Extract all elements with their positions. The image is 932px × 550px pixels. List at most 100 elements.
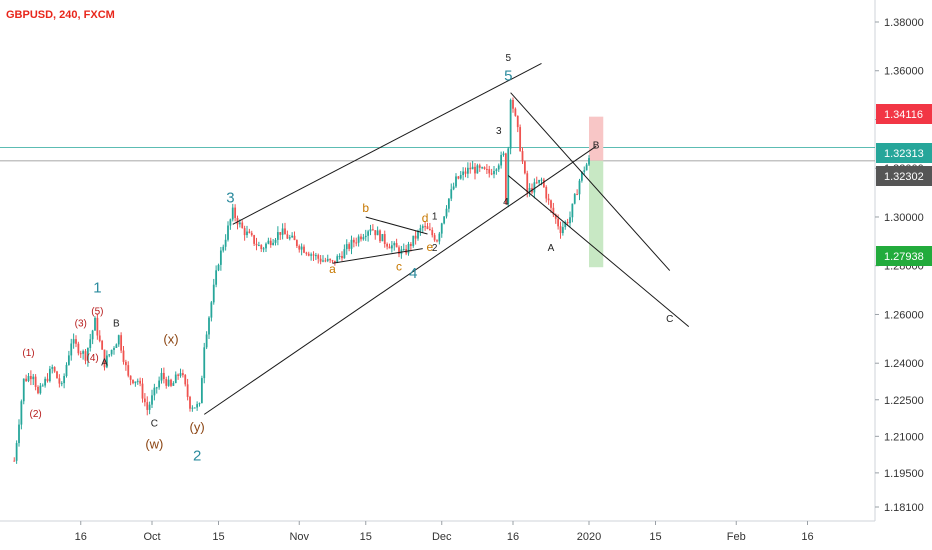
- candle-body: [478, 165, 481, 168]
- candle-body: [205, 334, 208, 348]
- candle-body: [426, 226, 429, 229]
- candle-body: [246, 231, 248, 236]
- wave-label: 1: [93, 280, 101, 297]
- candle-body: [134, 381, 137, 384]
- candle-body: [34, 376, 37, 387]
- candle-body: [72, 339, 75, 344]
- candle-body: [433, 235, 436, 241]
- candle-body: [561, 227, 564, 234]
- candle-body: [105, 355, 108, 368]
- candle-body: [267, 240, 270, 244]
- candle-body: [421, 226, 424, 229]
- candle-body: [186, 384, 189, 397]
- candle-body: [281, 228, 284, 235]
- wave-label: (5): [91, 306, 103, 317]
- candle-body: [490, 173, 493, 175]
- candle-body: [174, 374, 177, 384]
- candle-body: [253, 235, 256, 244]
- candle-body: [60, 383, 63, 385]
- candle-body: [545, 187, 548, 199]
- candle-body: [37, 386, 39, 394]
- price-tag-label: 1.34116: [884, 109, 923, 121]
- wave-label: (4): [87, 353, 99, 364]
- candle-body: [455, 176, 457, 187]
- wave-label: C: [666, 314, 673, 325]
- candle-body: [274, 239, 277, 243]
- candle-body: [129, 375, 132, 380]
- wave-label: d: [422, 211, 429, 225]
- candle-body: [300, 246, 303, 250]
- candle-body: [583, 170, 586, 172]
- candle-body: [564, 221, 567, 228]
- candle-body: [236, 217, 239, 225]
- price-tag: [876, 166, 932, 186]
- candle-body: [381, 234, 384, 242]
- candle-body: [379, 230, 381, 242]
- candle-body: [227, 225, 229, 240]
- price-tick-label: 1.22500: [884, 395, 924, 407]
- candle-body: [466, 167, 469, 174]
- time-tick-label: 16: [75, 531, 87, 543]
- candle-body: [550, 200, 552, 208]
- candle-body: [198, 403, 201, 405]
- candle-body: [58, 378, 61, 384]
- candle-body: [569, 217, 571, 224]
- candle-body: [322, 260, 324, 262]
- candle-body: [436, 240, 438, 242]
- candle-body: [243, 228, 246, 236]
- candle-body: [276, 232, 279, 240]
- price-tick-label: 1.19500: [884, 468, 924, 480]
- chart-title: GBPUSD, 240, FXCM: [6, 9, 115, 21]
- candle-body: [27, 376, 30, 382]
- candle-body: [115, 344, 118, 348]
- stop-loss-zone: [589, 116, 604, 161]
- candle-body: [514, 108, 517, 116]
- candle-body: [189, 396, 191, 409]
- time-tick-label: Oct: [143, 531, 160, 543]
- candle-body: [502, 153, 505, 155]
- candle-body: [493, 170, 495, 175]
- candle-body: [120, 335, 123, 351]
- candle-body: [345, 244, 348, 250]
- candle-body: [110, 349, 113, 355]
- wave-label: 2: [432, 243, 438, 254]
- candle-body: [471, 166, 474, 170]
- candle-body: [343, 249, 346, 259]
- candle-body: [331, 260, 334, 262]
- candle-body: [476, 165, 479, 174]
- candle-body: [367, 231, 370, 236]
- candle-body: [407, 243, 410, 254]
- wave-label: (2): [30, 409, 42, 420]
- candle-body: [495, 169, 498, 171]
- candle-body: [364, 235, 367, 238]
- candle-body: [39, 385, 42, 394]
- price-tag: [876, 246, 932, 266]
- candle-body: [20, 401, 23, 425]
- candle-body: [305, 252, 308, 254]
- candle-body: [146, 402, 149, 410]
- trendline: [365, 216, 428, 235]
- candle-body: [262, 248, 265, 250]
- candle-body: [488, 169, 491, 174]
- price-tag-label: 1.32313: [884, 148, 924, 160]
- time-tick-label: 16: [507, 531, 519, 543]
- candle-body: [91, 330, 94, 340]
- candle-body: [573, 194, 576, 204]
- price-tick-label: 1.38000: [884, 17, 924, 29]
- candle-body: [509, 99, 512, 149]
- candle-body: [288, 237, 291, 239]
- time-tick-label: 2020: [577, 531, 601, 543]
- candle-body: [291, 235, 294, 238]
- candle-body: [208, 317, 210, 335]
- candle-body: [203, 347, 206, 379]
- candle-body: [32, 376, 35, 380]
- candle-body: [153, 387, 156, 396]
- candle-body: [417, 230, 419, 239]
- candle-body: [483, 167, 486, 169]
- candle-body: [231, 207, 234, 220]
- candle-body: [179, 373, 182, 376]
- candle-body: [15, 443, 18, 461]
- candle-body: [177, 374, 180, 376]
- candle-body: [224, 239, 227, 247]
- wave-label: 4: [503, 197, 509, 208]
